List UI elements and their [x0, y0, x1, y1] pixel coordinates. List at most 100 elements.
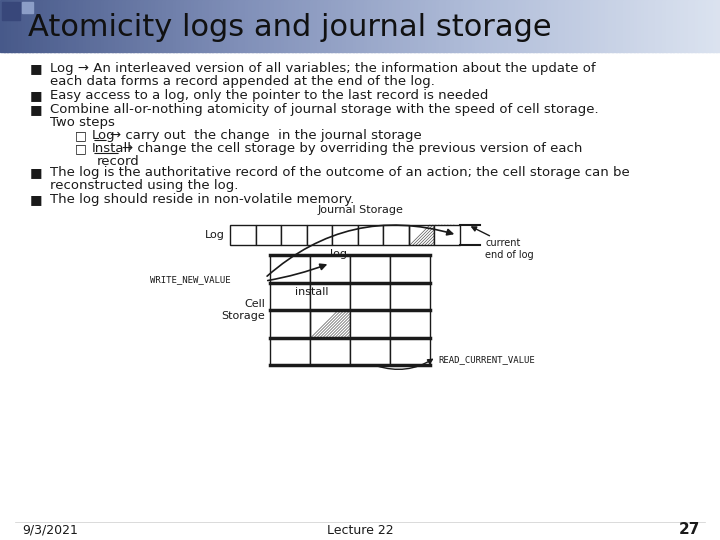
Bar [220, 0, 224, 52]
Bar [432, 0, 436, 52]
Bar [313, 0, 318, 52]
Bar [108, 0, 112, 52]
Bar [270, 255, 310, 282]
Bar [626, 0, 631, 52]
Bar [464, 0, 469, 52]
Bar [450, 0, 454, 52]
Text: Combine all-or-nothing atomicity of journal storage with the speed of cell stora: Combine all-or-nothing atomicity of jour… [50, 103, 598, 116]
Bar [367, 0, 372, 52]
Text: record: record [97, 155, 140, 168]
Bar [612, 0, 616, 52]
Text: Cell
Storage: Cell Storage [221, 299, 265, 321]
Bar [7, 0, 12, 52]
Bar [409, 225, 434, 245]
Bar [350, 338, 390, 365]
Bar [486, 0, 490, 52]
Bar [238, 0, 242, 52]
Bar [353, 0, 357, 52]
Text: → carry out  the change  in the journal storage: → carry out the change in the journal st… [110, 129, 422, 142]
Bar [434, 225, 460, 245]
Bar [479, 0, 483, 52]
Bar [61, 0, 66, 52]
Bar [58, 0, 62, 52]
Bar [54, 0, 58, 52]
Bar [310, 282, 350, 310]
Bar [259, 0, 264, 52]
Text: current
end of log: current end of log [485, 238, 534, 260]
Bar [43, 0, 48, 52]
Bar [140, 0, 145, 52]
Bar [709, 0, 714, 52]
Bar [324, 0, 328, 52]
Bar [234, 0, 238, 52]
Bar [590, 0, 595, 52]
Bar [281, 0, 285, 52]
Text: READ_CURRENT_VALUE: READ_CURRENT_VALUE [438, 355, 535, 364]
Bar [284, 0, 289, 52]
Bar [202, 0, 206, 52]
Bar [529, 0, 534, 52]
Bar [400, 0, 404, 52]
Bar [356, 0, 361, 52]
Bar [616, 0, 620, 52]
Bar [569, 0, 573, 52]
Bar [403, 0, 408, 52]
Bar [572, 0, 577, 52]
Bar [112, 0, 116, 52]
Bar [414, 0, 418, 52]
Text: install: install [295, 287, 328, 297]
Bar [47, 0, 51, 52]
Bar [205, 0, 210, 52]
Bar [2, 2, 20, 20]
Bar [332, 225, 358, 245]
Bar [274, 0, 278, 52]
Bar [659, 0, 663, 52]
Bar [536, 0, 541, 52]
Text: → change the cell storage by overriding the previous version of each: → change the cell storage by overriding … [122, 142, 582, 155]
Bar [11, 0, 15, 52]
Bar [191, 0, 195, 52]
Bar [281, 225, 307, 245]
FancyArrowPatch shape [268, 264, 325, 280]
Bar [390, 255, 430, 282]
Text: ■: ■ [30, 62, 42, 75]
Bar [544, 0, 548, 52]
Bar [652, 0, 656, 52]
Bar [713, 0, 717, 52]
Bar [169, 0, 174, 52]
Bar [130, 0, 134, 52]
Bar [277, 0, 282, 52]
Bar [605, 0, 609, 52]
Bar [180, 0, 184, 52]
Bar [390, 282, 430, 310]
Bar [482, 0, 487, 52]
Bar [594, 0, 598, 52]
Bar [292, 0, 296, 52]
Bar [655, 0, 660, 52]
Bar [144, 0, 148, 52]
Text: 9/3/2021: 9/3/2021 [22, 523, 78, 537]
Bar [230, 0, 235, 52]
Bar [151, 0, 156, 52]
Bar [350, 310, 390, 338]
Bar [587, 0, 591, 52]
Bar [673, 0, 678, 52]
Bar [691, 0, 696, 52]
Bar [533, 0, 537, 52]
Text: Easy access to a log, only the pointer to the last record is needed: Easy access to a log, only the pointer t… [50, 89, 488, 102]
Bar [126, 0, 130, 52]
Bar [187, 0, 192, 52]
Bar [223, 0, 228, 52]
Bar [706, 0, 710, 52]
Text: Install: Install [92, 142, 132, 155]
FancyArrowPatch shape [377, 359, 432, 369]
Bar [79, 0, 84, 52]
Bar [158, 0, 163, 52]
Bar [551, 0, 555, 52]
Bar [389, 0, 393, 52]
Text: Log: Log [205, 230, 225, 240]
Bar [392, 0, 397, 52]
Bar [270, 338, 310, 365]
Bar [558, 0, 562, 52]
Bar [547, 0, 552, 52]
